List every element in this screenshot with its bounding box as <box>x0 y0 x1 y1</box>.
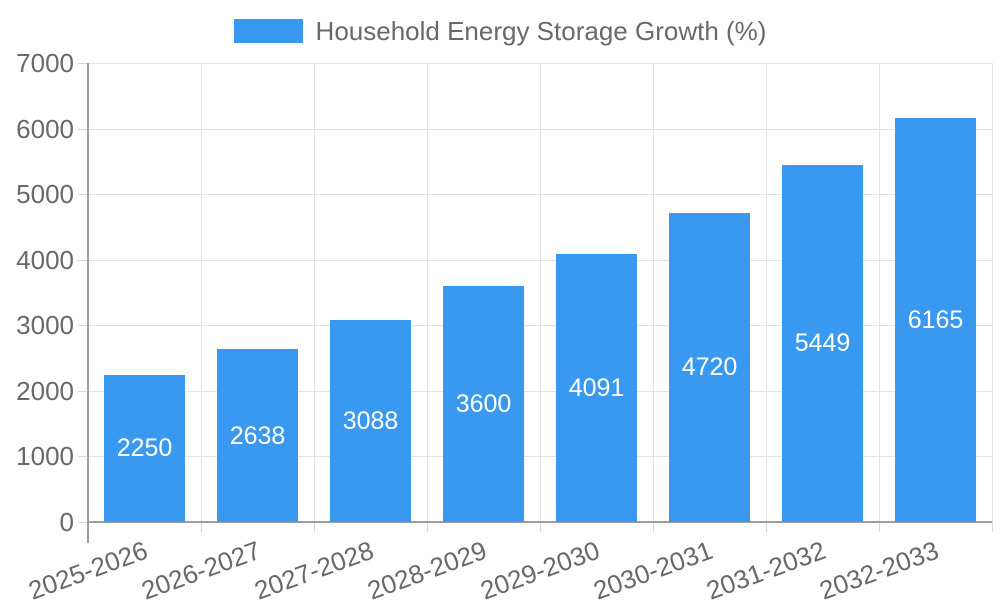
y-tick-mark <box>78 63 88 64</box>
y-tick-mark <box>78 129 88 130</box>
gridline-v <box>314 63 315 522</box>
legend-item[interactable]: Household Energy Storage Growth (%) <box>0 16 1000 46</box>
x-tick-mark <box>653 522 654 532</box>
bar[interactable]: 2250 <box>104 374 185 522</box>
x-tick-label: 2027-2028 <box>250 534 378 606</box>
x-tick-label: 2026-2027 <box>137 534 265 606</box>
x-tick-label: 2025-2026 <box>24 534 152 606</box>
y-tick-label: 7000 <box>16 48 74 78</box>
bar[interactable]: 4720 <box>669 212 750 522</box>
y-tick-label: 3000 <box>16 310 74 340</box>
bar-value-label: 2250 <box>116 434 173 463</box>
x-tick-mark <box>201 522 202 532</box>
y-tick-mark <box>78 260 88 261</box>
bar-value-label: 5449 <box>794 329 851 358</box>
bar[interactable]: 5449 <box>782 164 863 522</box>
x-tick-mark <box>766 522 767 532</box>
bar[interactable]: 3088 <box>330 319 411 522</box>
x-tick-label: 2028-2029 <box>363 534 491 606</box>
gridline-v <box>879 63 880 522</box>
x-tick-mark <box>992 522 993 532</box>
y-tick-mark <box>78 325 88 326</box>
x-tick-label: 2032-2033 <box>815 534 943 606</box>
bar-value-label: 3600 <box>455 389 512 418</box>
gridline-v <box>653 63 654 522</box>
bar-value-label: 4091 <box>568 373 625 402</box>
y-tick-label: 4000 <box>16 245 74 275</box>
y-tick-label: 1000 <box>16 441 74 471</box>
x-tick-label: 2031-2032 <box>702 534 830 606</box>
x-tick-label: 2030-2031 <box>589 534 717 606</box>
y-tick-mark <box>78 194 88 195</box>
x-axis-line <box>88 521 992 523</box>
bar[interactable]: 3600 <box>443 285 524 522</box>
y-tick-mark <box>78 391 88 392</box>
gridline-v <box>201 63 202 522</box>
y-tick-label: 2000 <box>16 376 74 406</box>
gridline-v <box>540 63 541 522</box>
y-tick-label: 5000 <box>16 179 74 209</box>
y-axis-line <box>87 63 89 543</box>
bar-value-label: 2638 <box>229 421 286 450</box>
legend-label: Household Energy Storage Growth (%) <box>315 16 767 46</box>
gridline-v <box>427 63 428 522</box>
y-tick-mark <box>78 522 88 523</box>
legend-swatch <box>233 19 303 43</box>
gridline-v <box>766 63 767 522</box>
y-tick-label: 0 <box>59 507 74 537</box>
bar-value-label: 3088 <box>342 406 399 435</box>
bar-value-label: 6165 <box>907 305 964 334</box>
x-tick-mark <box>314 522 315 532</box>
x-tick-label: 2029-2030 <box>476 534 604 606</box>
x-tick-mark <box>427 522 428 532</box>
bar[interactable]: 2638 <box>217 349 298 522</box>
y-tick-mark <box>78 456 88 457</box>
gridline-v <box>992 63 993 522</box>
y-tick-label: 6000 <box>16 114 74 144</box>
x-tick-mark <box>879 522 880 532</box>
x-tick-mark <box>540 522 541 532</box>
bar[interactable]: 4091 <box>556 253 637 522</box>
bar[interactable]: 6165 <box>895 117 976 522</box>
bar-value-label: 4720 <box>681 353 738 382</box>
